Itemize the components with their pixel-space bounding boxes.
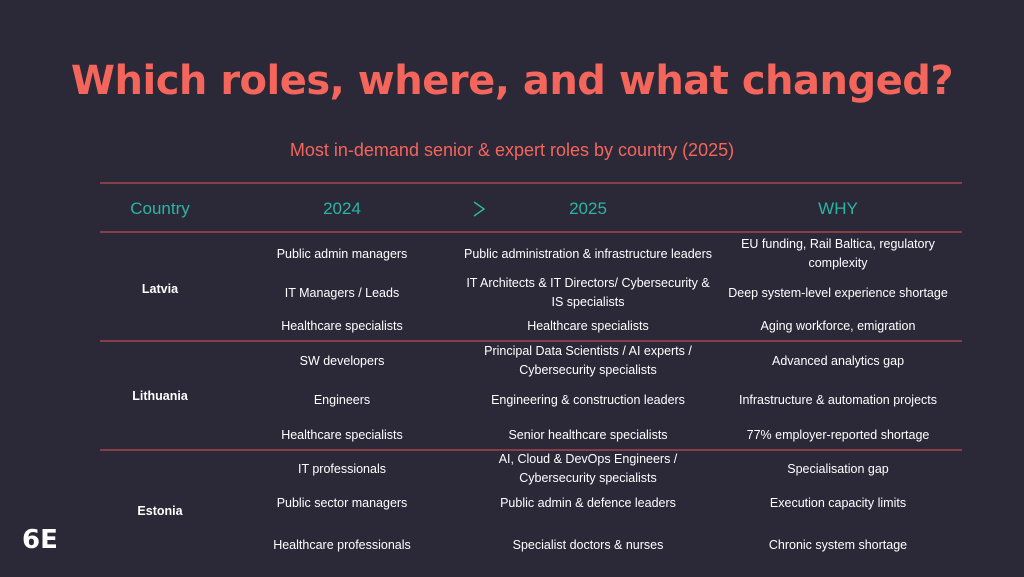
table-cell: Infrastructure & automation projects xyxy=(738,392,937,407)
table-cell: Public admin & defence leaders xyxy=(500,495,676,510)
table-cell: Healthcare specialists xyxy=(527,318,649,333)
table-cell: Chronic system shortage xyxy=(768,537,908,552)
table-cell: Senior healthcare specialists xyxy=(508,427,668,442)
logo: 6E xyxy=(22,525,58,555)
table-cell: Public admin managers xyxy=(276,246,408,261)
table-cell: IT Managers / Leads xyxy=(284,285,400,300)
arrow-head xyxy=(473,201,486,217)
table-cell: EU funding, Rail Baltica, regulatory com… xyxy=(741,237,935,270)
column-header: WHY xyxy=(818,199,858,218)
table-cell: Deep system-level experience shortage xyxy=(728,285,948,300)
table-cell: Healthcare specialists xyxy=(281,427,403,442)
table-cell: Engineering & construction leaders xyxy=(491,392,685,407)
table-cell: Public administration & infrastructure l… xyxy=(463,246,713,261)
table-cell: 77% employer-reported shortage xyxy=(746,427,930,442)
table-cell: Execution capacity limits xyxy=(769,495,907,510)
subtitle: Most in-demand senior & expert roles by … xyxy=(289,140,735,160)
table-cell: Specialisation gap xyxy=(787,461,889,476)
table-cell: Advanced analytics gap xyxy=(771,353,905,368)
table-cell: Engineers xyxy=(313,392,371,407)
table-cell: Aging workforce, emigration xyxy=(760,318,916,333)
column-header: 2025 xyxy=(569,199,607,218)
table-cell: SW developers xyxy=(299,353,385,368)
title: Which roles, where, and what changed? xyxy=(70,58,954,104)
table-cell: Healthcare specialists xyxy=(281,318,403,333)
country: Latvia xyxy=(141,281,179,296)
table-cell: Principal Data Scientists / AI experts /… xyxy=(484,344,692,377)
country: Lithuania xyxy=(132,388,188,403)
table-cell: IT Architects & IT Directors/ Cybersecur… xyxy=(466,276,710,309)
table-cell: AI, Cloud & DevOps Engineers / Cybersecu… xyxy=(498,452,678,485)
table-cell: Healthcare professionals xyxy=(273,537,411,552)
country: Estonia xyxy=(137,503,183,518)
table-cell: Specialist doctors & nurses xyxy=(512,537,664,552)
column-header: Country xyxy=(130,199,190,218)
table-cell: IT professionals xyxy=(297,461,386,476)
table-cell: Public sector managers xyxy=(276,495,408,510)
column-header: 2024 xyxy=(323,199,361,218)
